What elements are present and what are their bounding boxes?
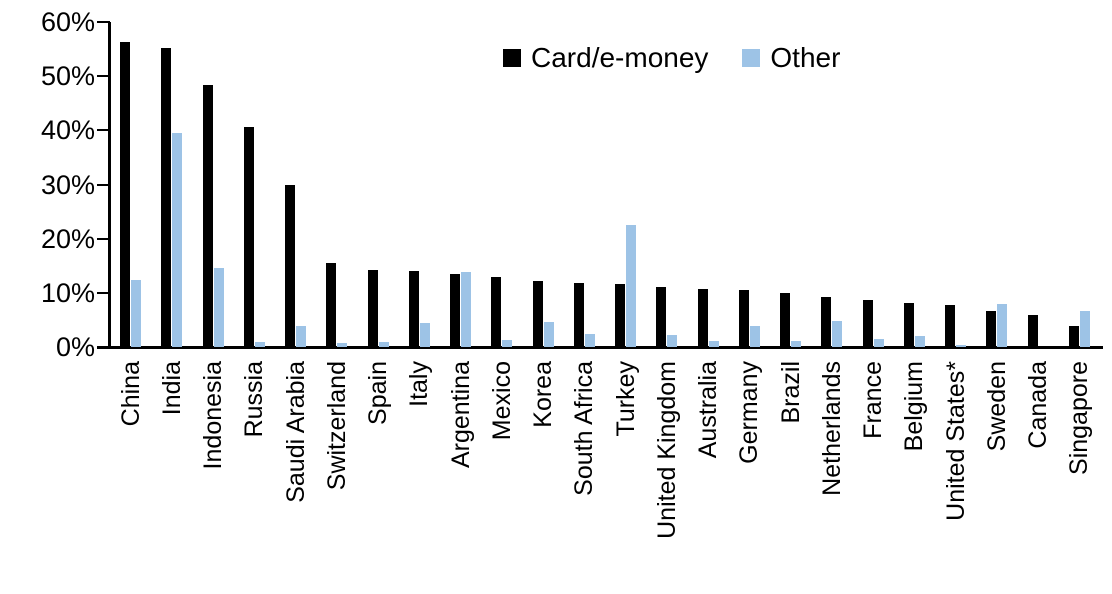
- x-category-label-mexico: Mexico: [487, 361, 516, 441]
- y-tick-40: [97, 129, 110, 132]
- other-bar-indonesia: [213, 268, 224, 347]
- x-category-label-indonesia: Indonesia: [199, 361, 228, 470]
- y-tick-50: [97, 75, 110, 78]
- x-category-label-spain: Spain: [364, 361, 393, 425]
- x-category-label-united-states: United States*: [941, 361, 970, 521]
- y-tick-label-60: 60%: [40, 7, 95, 37]
- card-e-money-bar-turkey: [615, 283, 626, 347]
- x-category-label-belgium: Belgium: [900, 361, 929, 452]
- legend-item-other: Other: [742, 42, 840, 74]
- legend: Card/e-money Other: [503, 42, 840, 74]
- other-bar-argentina: [461, 272, 472, 347]
- card-e-money-bar-saudi-arabia: [285, 185, 296, 347]
- card-e-money-bar-united-states: [945, 304, 956, 347]
- y-tick-30: [97, 183, 110, 186]
- card-e-money-bar-singapore: [1068, 325, 1079, 347]
- other-bar-russia: [254, 341, 265, 347]
- x-category-label-turkey: Turkey: [611, 361, 640, 437]
- other-bar-korea: [543, 321, 554, 347]
- other-bar-united-kingdom: [667, 334, 678, 347]
- other-bar-belgium: [914, 336, 925, 347]
- other-bar-france: [873, 338, 884, 347]
- card-e-money-bar-argentina: [450, 274, 461, 347]
- other-bar-spain: [378, 342, 389, 347]
- x-category-label-brazil: Brazil: [776, 361, 805, 424]
- card-e-money-bar-switzerland: [326, 262, 337, 347]
- x-category-label-france: France: [859, 361, 888, 439]
- card-e-money-bar-spain: [367, 270, 378, 347]
- y-tick-label-40: 40%: [40, 115, 95, 146]
- y-tick-label-50: 50%: [40, 61, 95, 92]
- card-e-money-bar-brazil: [780, 292, 791, 347]
- x-category-label-australia: Australia: [694, 361, 723, 459]
- other-bar-singapore: [1079, 310, 1090, 347]
- other-bar-china: [131, 280, 142, 347]
- other-bar-italy: [419, 322, 430, 347]
- y-tick-0: [97, 346, 110, 348]
- x-category-label-netherlands: Netherlands: [817, 361, 846, 496]
- other-bar-saudi-arabia: [296, 325, 307, 347]
- x-category-label-china: China: [116, 361, 145, 427]
- card-e-money-bar-south-africa: [573, 283, 584, 347]
- other-bar-south-africa: [584, 334, 595, 347]
- other-bar-netherlands: [832, 321, 843, 347]
- y-tick-20: [97, 237, 110, 240]
- card-e-money-bar-korea: [532, 280, 543, 347]
- other-bar-brazil: [791, 340, 802, 347]
- card-e-money-bar-italy: [408, 271, 419, 347]
- legend-item-card-e-money: Card/e-money: [503, 42, 708, 74]
- y-tick-label-20: 20%: [40, 223, 95, 254]
- x-category-label-russia: Russia: [240, 361, 269, 438]
- x-category-label-argentina: Argentina: [446, 361, 475, 469]
- card-e-money-bar-netherlands: [821, 297, 832, 347]
- x-category-label-sweden: Sweden: [982, 361, 1011, 452]
- other-bar-turkey: [626, 225, 637, 347]
- card-e-money-bar-belgium: [903, 302, 914, 347]
- x-category-label-saudi-arabia: Saudi Arabia: [281, 361, 310, 503]
- x-category-label-germany: Germany: [735, 361, 764, 464]
- card-e-money-bar-united-kingdom: [656, 287, 667, 347]
- legend-label-card-e-money: Card/e-money: [531, 42, 709, 73]
- card-e-money-bar-germany: [738, 289, 749, 347]
- x-category-label-korea: Korea: [529, 361, 558, 428]
- x-category-label-united-kingdom: United Kingdom: [652, 361, 681, 539]
- y-tick-10: [97, 291, 110, 294]
- card-e-money-bar-sweden: [986, 311, 997, 347]
- card-e-money-bar-mexico: [491, 277, 502, 347]
- other-swatch: [742, 49, 761, 67]
- y-tick-60: [97, 21, 110, 23]
- other-bar-australia: [708, 341, 719, 347]
- card-e-money-swatch: [503, 49, 521, 67]
- x-category-label-india: India: [157, 361, 186, 416]
- y-tick-label-30: 30%: [40, 169, 95, 200]
- x-axis-line: [97, 346, 1103, 349]
- y-tick-label-10: 10%: [40, 277, 95, 308]
- x-category-label-south-africa: South Africa: [570, 361, 599, 496]
- card-e-money-bar-russia: [243, 127, 254, 347]
- card-e-money-bar-indonesia: [202, 84, 213, 347]
- other-bar-germany: [749, 325, 760, 347]
- other-bar-india: [172, 132, 183, 347]
- y-tick-label-0: 0%: [55, 332, 95, 362]
- card-e-money-bar-france: [862, 300, 873, 347]
- card-e-money-bar-australia: [697, 288, 708, 347]
- card-e-money-bar-canada: [1027, 314, 1038, 347]
- card-e-money-bar-india: [161, 48, 172, 347]
- x-category-label-italy: Italy: [405, 361, 434, 407]
- other-bar-switzerland: [337, 343, 348, 347]
- x-category-label-switzerland: Switzerland: [322, 361, 351, 491]
- other-bar-sweden: [997, 303, 1008, 347]
- x-category-label-canada: Canada: [1024, 361, 1053, 449]
- other-bar-united-states: [956, 345, 967, 347]
- card-e-money-bar-china: [120, 42, 131, 347]
- x-category-label-singapore: Singapore: [1065, 361, 1094, 475]
- other-bar-mexico: [502, 339, 513, 347]
- legend-label-other: Other: [770, 42, 841, 73]
